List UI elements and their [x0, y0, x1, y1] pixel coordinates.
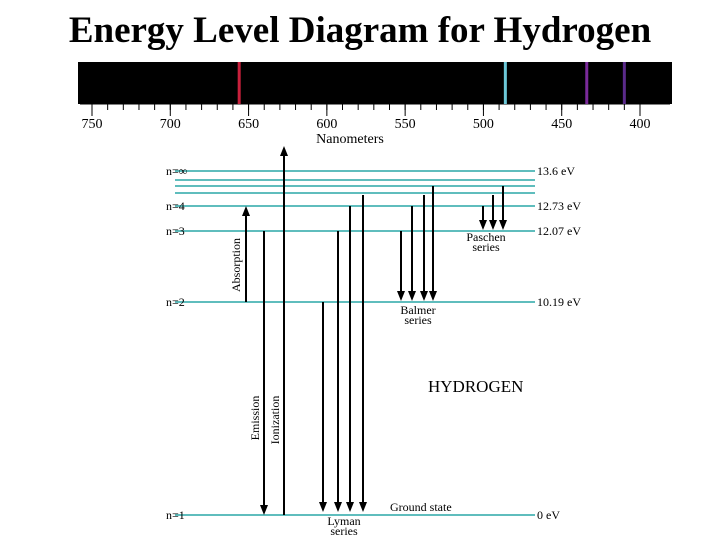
series-label: Paschen	[466, 230, 505, 244]
arrow-head	[408, 291, 416, 301]
level-label: n=2	[166, 295, 185, 309]
level-label: n=1	[166, 508, 185, 522]
arrow-head	[319, 502, 327, 512]
arrow-head	[397, 291, 405, 301]
level-label: n=3	[166, 224, 185, 238]
emission-label: Emission	[248, 396, 262, 441]
series-label: Lyman	[327, 514, 360, 528]
tick-label: 650	[238, 117, 259, 132]
levels: n=∞ 13.6 eV n=4 12.73 eV n=3 12.07 eV n=2 10.19…	[166, 164, 581, 522]
tick-label: 550	[395, 117, 416, 132]
tick-label: 700	[160, 117, 181, 132]
arrow-head	[479, 220, 487, 230]
arrow-head	[499, 220, 507, 230]
energy-label: 12.07 eV	[537, 224, 581, 238]
arrow-head	[346, 502, 354, 512]
arrow-head	[420, 291, 428, 301]
arrow-head	[260, 505, 268, 515]
ground-state-label: Ground state	[390, 500, 452, 514]
series-label: Balmer	[400, 303, 435, 317]
tick-label: 500	[473, 117, 494, 132]
series-label: series	[330, 524, 358, 538]
title: Energy Level Diagram for Hydrogen	[69, 10, 652, 51]
axis-label: Nanometers	[316, 132, 384, 147]
arrows	[242, 146, 507, 515]
level-label: n=4	[166, 199, 185, 213]
energy-label: 12.73 eV	[537, 199, 581, 213]
series-label: series	[404, 313, 432, 327]
arrow-head	[489, 220, 497, 230]
tick-label: 600	[316, 117, 337, 132]
level-label: n=∞	[166, 164, 187, 178]
arrow-head	[242, 206, 250, 216]
series-label: series	[472, 240, 500, 254]
arrow-head	[334, 502, 342, 512]
absorption-label: Absorption	[229, 238, 243, 292]
tick-label: 750	[82, 117, 103, 132]
ionization-label: Ionization	[268, 396, 282, 445]
arrow-head	[359, 502, 367, 512]
energy-label: 0 eV	[537, 508, 560, 522]
arrow-head	[429, 291, 437, 301]
element-label: HYDROGEN	[428, 377, 523, 396]
energy-label: 10.19 eV	[537, 295, 581, 309]
tick-label: 400	[630, 117, 651, 132]
energy-label: 13.6 eV	[537, 164, 575, 178]
arrow-head	[280, 146, 288, 156]
spectrum-band	[78, 62, 672, 104]
tick-label: 450	[551, 117, 572, 132]
